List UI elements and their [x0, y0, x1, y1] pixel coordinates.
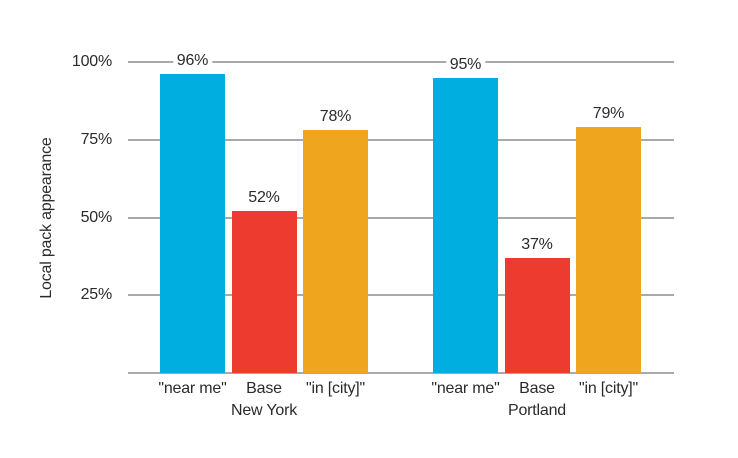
group-label-new-york: New York: [231, 402, 297, 419]
x-axis-line: [128, 372, 674, 374]
bar-portland-in-city: [576, 127, 641, 373]
gridline-75: [128, 138, 674, 141]
value-label-new-york-near-me: 96%: [172, 52, 213, 71]
gridline-100: [128, 61, 674, 63]
value-label-portland-base: 37%: [517, 235, 557, 254]
x-tick-label-portland-base: Base: [519, 380, 555, 397]
x-tick-label-new-york-in-city: "in [city]": [306, 380, 365, 397]
value-label-portland-near-me: 95%: [445, 55, 486, 74]
y-tick-label-50: 50%: [80, 208, 113, 226]
bar-new-york-in-city: [303, 130, 368, 373]
group-label-portland: Portland: [508, 402, 566, 419]
y-tick-label-75: 75%: [80, 130, 113, 148]
value-label-portland-in-city: 79%: [588, 105, 629, 124]
gridline-50: [128, 216, 674, 219]
x-tick-label-portland-in-city: "in [city]": [579, 380, 638, 397]
bar-portland-near-me: [433, 77, 498, 373]
x-tick-label-new-york-near-me: "near me": [158, 380, 227, 397]
x-tick-label-portland-near-me: "near me": [431, 380, 500, 397]
bar-portland-base: [504, 257, 570, 373]
value-label-new-york-in-city: 78%: [315, 108, 356, 127]
y-tick-label-100: 100%: [71, 53, 112, 70]
gridline-25: [128, 294, 674, 297]
bar-new-york-near-me: [160, 74, 225, 373]
x-tick-label-new-york-base: Base: [246, 380, 282, 397]
y-tick-label-25: 25%: [80, 286, 113, 304]
value-label-new-york-base: 52%: [244, 189, 284, 208]
bar-new-york-base: [231, 211, 297, 373]
